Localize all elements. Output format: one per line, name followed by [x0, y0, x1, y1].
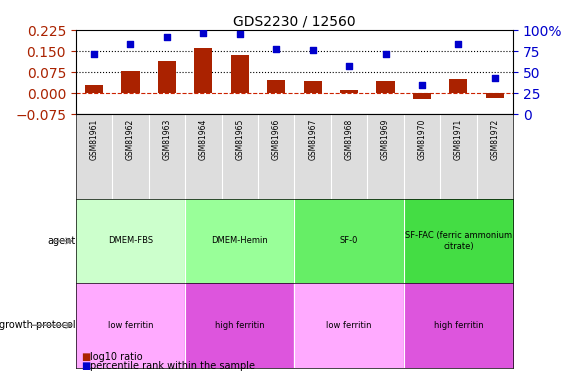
Bar: [413, 93, 431, 99]
Point: [308, 47, 317, 53]
Text: GSM81962: GSM81962: [126, 118, 135, 160]
Point: [345, 63, 354, 69]
Text: high ferritin: high ferritin: [215, 321, 265, 330]
Text: GSM81969: GSM81969: [381, 118, 390, 160]
Point: [235, 31, 244, 37]
Text: growth protocol: growth protocol: [0, 320, 76, 330]
Text: GSM81961: GSM81961: [90, 118, 99, 160]
Text: DMEM-FBS: DMEM-FBS: [108, 237, 153, 246]
Text: SF-0: SF-0: [340, 237, 359, 246]
Bar: [231, 56, 249, 93]
Text: GSM81964: GSM81964: [199, 118, 208, 160]
Point: [490, 75, 500, 81]
Bar: [194, 48, 212, 93]
Bar: [158, 61, 176, 93]
Point: [417, 82, 427, 88]
Text: GSM81966: GSM81966: [272, 118, 280, 160]
Text: GSM81970: GSM81970: [417, 118, 426, 160]
Title: GDS2230 / 12560: GDS2230 / 12560: [233, 15, 356, 29]
Text: ■: ■: [82, 352, 91, 362]
Bar: [267, 80, 285, 93]
Text: percentile rank within the sample: percentile rank within the sample: [90, 361, 255, 371]
Text: low ferritin: low ferritin: [326, 321, 372, 330]
Point: [199, 30, 208, 36]
Text: ■: ■: [82, 361, 91, 371]
Bar: [486, 93, 504, 98]
Bar: [340, 90, 358, 93]
Text: GSM81963: GSM81963: [163, 118, 171, 160]
Point: [381, 51, 390, 57]
Point: [454, 41, 463, 47]
Bar: [377, 81, 395, 93]
Point: [126, 41, 135, 47]
Point: [272, 46, 281, 52]
Bar: [449, 79, 468, 93]
Bar: [121, 71, 139, 93]
Text: GSM81972: GSM81972: [490, 118, 499, 160]
Text: GSM81965: GSM81965: [236, 118, 244, 160]
Text: high ferritin: high ferritin: [434, 321, 483, 330]
Text: GSM81967: GSM81967: [308, 118, 317, 160]
Text: GSM81971: GSM81971: [454, 118, 463, 160]
Point: [89, 51, 99, 57]
Text: SF-FAC (ferric ammonium
citrate): SF-FAC (ferric ammonium citrate): [405, 231, 512, 251]
Text: log10 ratio: log10 ratio: [90, 352, 143, 362]
Text: GSM81968: GSM81968: [345, 118, 353, 160]
Text: low ferritin: low ferritin: [108, 321, 153, 330]
Bar: [304, 81, 322, 93]
Bar: [85, 85, 103, 93]
Point: [162, 34, 171, 40]
Text: DMEM-Hemin: DMEM-Hemin: [212, 237, 268, 246]
Text: agent: agent: [48, 236, 76, 246]
